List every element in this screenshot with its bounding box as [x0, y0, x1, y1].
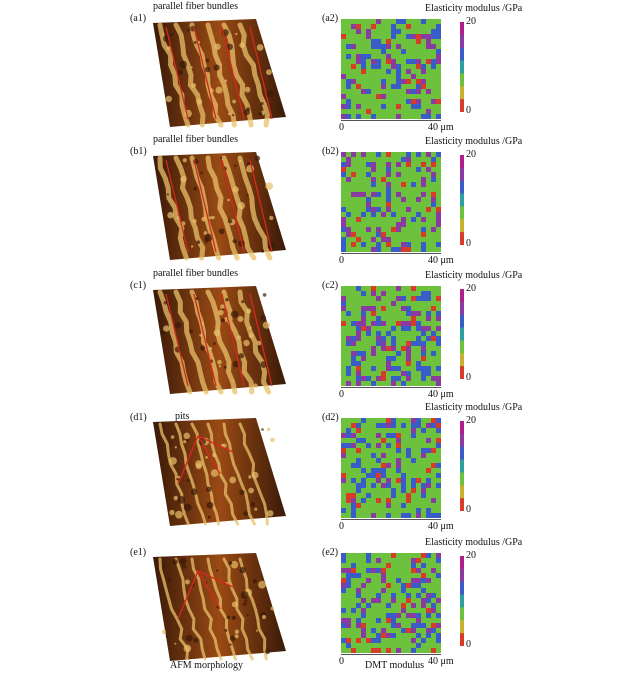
x-axis-start-label: 0 — [339, 521, 344, 532]
x-axis-start-label: 0 — [339, 389, 344, 400]
footer-dmt-caption: DMT modulus — [365, 660, 424, 671]
colorbar — [460, 155, 464, 245]
colorbar — [460, 421, 464, 511]
colorbar-title: Elasticity modulus /GPa — [425, 136, 523, 147]
x-axis-end-label: 40 μm — [428, 521, 454, 532]
colorbar-max-label: 20 — [466, 550, 476, 561]
x-axis-start-label: 0 — [339, 122, 344, 133]
colorbar-max-label: 20 — [466, 283, 476, 294]
afm-morphology-image — [153, 553, 286, 661]
afm-morphology-image — [153, 19, 286, 128]
colorbar-min-label: 0 — [466, 639, 471, 650]
afm-morphology-image — [153, 152, 286, 261]
colorbar-title: Elasticity modulus /GPa — [425, 402, 523, 413]
colorbar-min-label: 0 — [466, 504, 471, 515]
x-axis-line — [341, 519, 441, 520]
colorbar-max-label: 20 — [466, 16, 476, 27]
panel-label-left: (c1) — [130, 280, 147, 291]
dmt-modulus-map — [341, 152, 441, 252]
dmt-modulus-map — [341, 19, 441, 119]
panel-label-right: (b2) — [322, 146, 339, 157]
colorbar-title: Elasticity modulus /GPa — [425, 3, 523, 14]
x-axis-start-label: 0 — [339, 656, 344, 667]
x-axis-end-label: 40 μm — [428, 255, 454, 266]
colorbar-min-label: 0 — [466, 372, 471, 383]
panel-label-right: (d2) — [322, 412, 339, 423]
colorbar-max-label: 20 — [466, 149, 476, 160]
panel-label-left: (e1) — [130, 547, 147, 558]
afm-morphology-image — [153, 418, 286, 526]
dmt-modulus-map — [341, 418, 441, 518]
dmt-modulus-map — [341, 286, 441, 386]
panel-label-left: (d1) — [130, 412, 147, 423]
afm-morphology-image — [153, 286, 286, 395]
dmt-modulus-map — [341, 553, 441, 653]
afm-annotation: pits — [175, 411, 190, 422]
x-axis-end-label: 40 μm — [428, 122, 454, 133]
panel-label-right: (c2) — [322, 280, 339, 291]
colorbar-title: Elasticity modulus /GPa — [425, 537, 523, 548]
x-axis-line — [341, 120, 441, 121]
x-axis-line — [341, 387, 441, 388]
footer-afm-caption: AFM morphology — [170, 660, 244, 671]
afm-annotation: parallel fiber bundles — [153, 134, 238, 145]
panel-label-left: (b1) — [130, 146, 147, 157]
x-axis-line — [341, 253, 441, 254]
colorbar-min-label: 0 — [466, 105, 471, 116]
panel-label-right: (a2) — [322, 13, 339, 24]
panel-label-right: (e2) — [322, 547, 339, 558]
colorbar-min-label: 0 — [466, 238, 471, 249]
x-axis-line — [341, 654, 441, 655]
colorbar — [460, 289, 464, 379]
x-axis-start-label: 0 — [339, 255, 344, 266]
afm-annotation: parallel fiber bundles — [153, 268, 238, 279]
colorbar-title: Elasticity modulus /GPa — [425, 270, 523, 281]
panel-label-left: (a1) — [130, 13, 147, 24]
x-axis-end-label: 40 μm — [428, 656, 454, 667]
afm-annotation: parallel fiber bundles — [153, 1, 238, 12]
colorbar — [460, 22, 464, 112]
colorbar-max-label: 20 — [466, 415, 476, 426]
colorbar — [460, 556, 464, 646]
x-axis-end-label: 40 μm — [428, 389, 454, 400]
